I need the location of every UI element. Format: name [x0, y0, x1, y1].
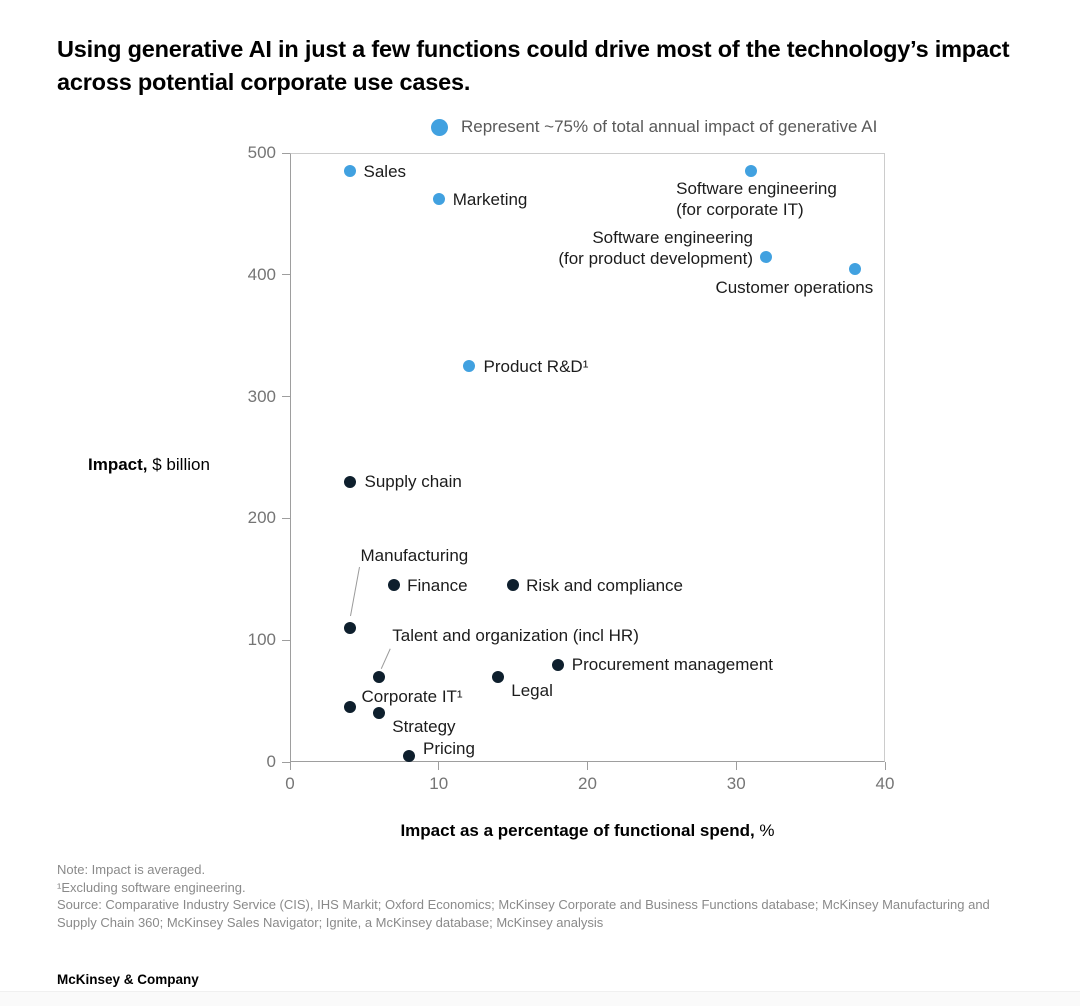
- point-software-engineering-for-corporate-it: [745, 165, 758, 178]
- y-tick-mark-100: [282, 639, 290, 641]
- point-label-marketing: Marketing: [452, 189, 528, 209]
- point-label-finance: Finance: [407, 575, 468, 595]
- point-label-procurement-management: Procurement management: [571, 655, 774, 675]
- source-line: Source: Comparative Industry Service (CI…: [57, 897, 990, 930]
- y-tick-label-400: 400: [247, 264, 276, 284]
- x-tick-label-20: 20: [578, 774, 597, 793]
- x-tick-mark-30: [735, 762, 737, 770]
- x-tick-label-40: 40: [875, 774, 895, 793]
- point-strategy: [373, 707, 386, 720]
- point-label-pricing: Pricing: [423, 739, 475, 759]
- brand-footer: McKinsey & Company: [57, 972, 199, 987]
- y-tick-label-100: 100: [247, 630, 276, 650]
- point-label-software-engineering-for-product-development: Software engineering (for product develop…: [558, 227, 753, 268]
- point-risk-and-compliance: [507, 579, 520, 592]
- point-label-risk-and-compliance: Risk and compliance: [526, 575, 683, 595]
- point-corporate-it: [343, 701, 356, 714]
- legend: Represent ~75% of total annual impact of…: [431, 117, 878, 136]
- point-customer-operations: [849, 262, 862, 275]
- footnotes: Note: Impact is averaged. ¹Excluding sof…: [57, 861, 1032, 931]
- point-label-supply-chain: Supply chain: [364, 472, 462, 492]
- y-axis-title-main: Impact,: [88, 455, 148, 474]
- y-axis-title: Impact, $ billion: [88, 455, 210, 475]
- x-tick-mark-40: [884, 762, 886, 770]
- y-tick-mark-500: [282, 152, 290, 154]
- point-label-sales: Sales: [363, 161, 407, 181]
- chart-title: Using generative AI in just a few functi…: [57, 35, 1010, 95]
- legend-dot-icon: [431, 118, 448, 136]
- point-procurement-management: [551, 658, 564, 671]
- y-axis-title-unit: $ billion: [147, 455, 210, 474]
- note-line: Note: Impact is averaged.: [57, 862, 206, 877]
- y-tick-label-0: 0: [266, 752, 276, 771]
- y-tick-mark-300: [282, 396, 290, 398]
- point-talent-and-organization-incl-hr: [373, 670, 386, 683]
- x-tick-label-30: 30: [726, 774, 746, 793]
- y-tick-label-300: 300: [247, 386, 276, 406]
- point-label-manufacturing: Manufacturing: [360, 545, 469, 565]
- x-tick-label-10: 10: [429, 774, 449, 793]
- y-tick-mark-200: [282, 517, 290, 519]
- point-finance: [388, 579, 401, 592]
- point-marketing: [432, 193, 445, 206]
- x-axis-title-main: Impact as a percentage of functional spe…: [400, 821, 755, 840]
- point-pricing: [403, 749, 415, 762]
- point-label-product-r-d: Product R&D¹: [483, 356, 589, 376]
- bottom-strip: [0, 991, 1080, 1006]
- x-tick-mark-10: [438, 762, 440, 770]
- y-tick-label-500: 500: [247, 143, 276, 162]
- x-axis-title: Impact as a percentage of functional spe…: [290, 821, 885, 841]
- plot-area: [290, 153, 885, 762]
- point-sales: [343, 165, 356, 178]
- point-supply-chain: [343, 475, 356, 488]
- legend-label: Represent ~75% of total annual impact of…: [461, 117, 878, 136]
- point-label-corporate-it: Corporate IT¹: [361, 686, 463, 706]
- point-software-engineering-for-product-development: [760, 250, 772, 263]
- point-label-legal: Legal: [511, 681, 553, 701]
- x-axis-title-unit: %: [754, 821, 775, 840]
- y-tick-mark-0: [282, 761, 290, 763]
- point-label-talent-and-organization-incl-hr: Talent and organization (incl HR): [392, 626, 639, 646]
- x-tick-label-0: 0: [285, 774, 295, 793]
- y-tick-mark-400: [282, 274, 290, 276]
- point-product-r-d: [462, 360, 475, 373]
- y-tick-label-200: 200: [247, 508, 276, 528]
- x-tick-mark-0: [289, 762, 291, 770]
- x-tick-mark-20: [587, 762, 588, 770]
- point-label-software-engineering-for-corporate-it: Software engineering (for corporate IT): [676, 179, 837, 220]
- point-manufacturing: [343, 622, 356, 635]
- point-legal: [492, 670, 505, 683]
- point-label-strategy: Strategy: [392, 716, 456, 736]
- footnote-line: ¹Excluding software engineering.: [57, 879, 246, 895]
- point-label-customer-operations: Customer operations: [715, 278, 874, 298]
